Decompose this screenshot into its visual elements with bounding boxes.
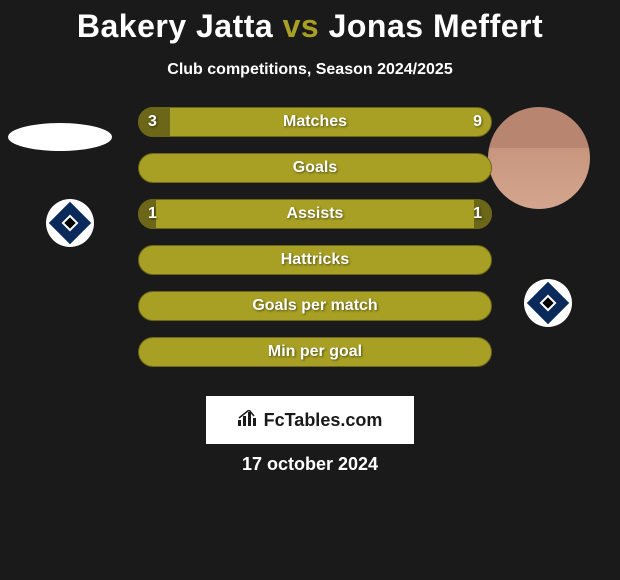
- metric-bar-row: Min per goal: [138, 337, 492, 367]
- comparison-title: Bakery Jatta vs Jonas Meffert: [0, 0, 620, 45]
- chart-icon: [238, 410, 258, 431]
- club-core-icon: [62, 215, 79, 232]
- metric-label: Hattricks: [138, 245, 492, 275]
- player2-club-badge: [524, 279, 572, 327]
- metric-right-value: 1: [473, 199, 482, 229]
- player2-photo: [488, 107, 590, 209]
- metric-label: Assists: [138, 199, 492, 229]
- subtitle: Club competitions, Season 2024/2025: [0, 61, 620, 79]
- metric-bars: Matches3 9 Goals Assists1 1 Hattricks Goals pe…: [138, 107, 492, 383]
- metric-left-value: 1: [148, 199, 157, 229]
- player1-name: Bakery Jatta: [77, 8, 273, 44]
- comparison-content: Matches3 9 Goals Assists1 1 Hattricks Goals pe…: [0, 107, 620, 407]
- metric-right-value: 9: [473, 107, 482, 137]
- vs-text: vs: [283, 8, 320, 44]
- metric-label: Goals: [138, 153, 492, 183]
- player1-photo: [8, 123, 112, 151]
- metric-left-value: 3: [148, 107, 157, 137]
- metric-bar-row: Hattricks: [138, 245, 492, 275]
- metric-label: Min per goal: [138, 337, 492, 367]
- metric-bar-row: Goals: [138, 153, 492, 183]
- metric-bar-row: Goals per match: [138, 291, 492, 321]
- metric-label: Goals per match: [138, 291, 492, 321]
- metric-label: Matches: [138, 107, 492, 137]
- watermark: FcTables.com: [206, 396, 414, 444]
- metric-bar-row: Matches3 9: [138, 107, 492, 137]
- metric-bar-row: Assists1 1: [138, 199, 492, 229]
- club-diamond-icon: [527, 282, 569, 324]
- player2-name: Jonas Meffert: [329, 8, 544, 44]
- date: 17 october 2024: [0, 454, 620, 475]
- club-core-icon: [540, 295, 557, 312]
- club-diamond-icon: [49, 202, 91, 244]
- watermark-text: FcTables.com: [264, 410, 383, 431]
- player1-club-badge: [46, 199, 94, 247]
